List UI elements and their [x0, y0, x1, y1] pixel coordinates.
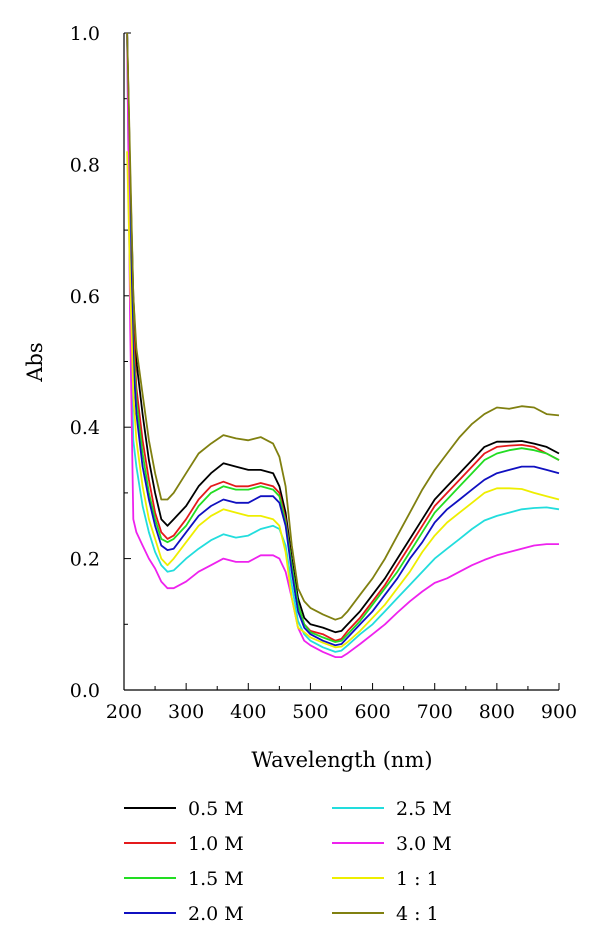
- legend-label: 2.5 M: [396, 798, 452, 820]
- x-tick-label: 600: [354, 701, 390, 723]
- series-line-4: [126, 32, 560, 653]
- legend-label: 1.0 M: [188, 833, 244, 855]
- y-tick-label: 0.8: [70, 154, 100, 176]
- legend: 0.5 M 1.0 M 1.5 M 2.0 M 2.5 M 3.0 M 1 : 1 4 : 1: [124, 798, 452, 925]
- y-tick-label: 1.0: [70, 23, 100, 45]
- x-axis-title: Wavelength (nm): [251, 748, 432, 772]
- legend-label: 1 : 1: [396, 868, 439, 890]
- series-line-1: [126, 32, 560, 642]
- x-tick-label: 300: [168, 701, 204, 723]
- series-line-3: [126, 32, 560, 647]
- legend-label: 4 : 1: [396, 903, 439, 925]
- series-line-5: [126, 32, 559, 658]
- y-tick-label: 0.4: [70, 417, 100, 439]
- x-tick-label: 900: [541, 701, 577, 723]
- x-tick-label: 800: [479, 701, 515, 723]
- axes: [123, 32, 560, 691]
- x-tick-label: 700: [417, 701, 453, 723]
- y-tick-label: 0.2: [70, 549, 100, 571]
- y-tick-label: 0.6: [70, 286, 100, 308]
- legend-label: 2.0 M: [188, 903, 244, 925]
- x-tick-label: 400: [230, 701, 266, 723]
- y-tick-label: 0.0: [70, 680, 100, 702]
- x-tick-label: 200: [106, 701, 142, 723]
- legend-label: 1.5 M: [188, 868, 244, 890]
- series-line-0: [126, 32, 560, 634]
- legend-label: 0.5 M: [188, 798, 244, 820]
- tick-labels: 200 300 400 500 600 700 800 900 0.0 0.2 0.4 0.6 0.8 1…: [70, 23, 577, 723]
- series-line-7: [126, 32, 560, 621]
- series-line-6: [126, 151, 560, 649]
- series-layer: [126, 32, 560, 658]
- legend-label: 3.0 M: [396, 833, 452, 855]
- series-line-2: [126, 32, 560, 643]
- y-axis-title: Abs: [23, 342, 47, 382]
- x-tick-label: 500: [292, 701, 328, 723]
